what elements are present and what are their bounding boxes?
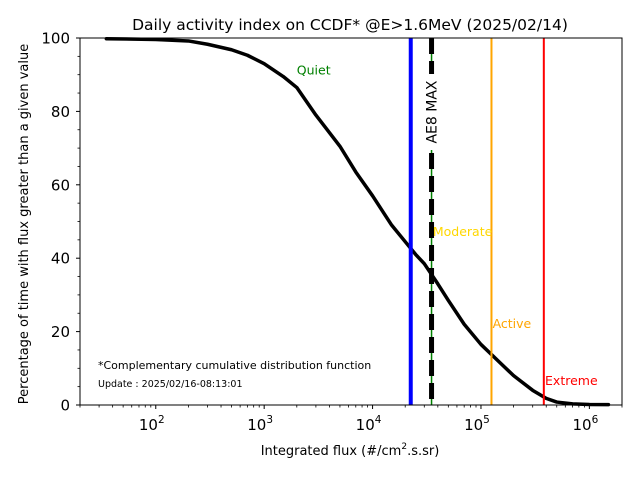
x-axis: 102 103 104 105 106 [79, 405, 623, 434]
footnote: *Complementary cumulative distribution f… [98, 359, 371, 372]
x-tick-label: 102 [139, 414, 165, 434]
ae8-max-label-bg [422, 74, 441, 150]
ae8-max-label: AE8 MAX [425, 80, 441, 143]
chart-title: Daily activity index on CCDF* @E>1.6MeV … [132, 16, 568, 34]
y-tick-label: 100 [41, 30, 70, 48]
annotation-moderate: Moderate [433, 224, 493, 239]
update-timestamp: Update : 2025/02/16-08:13:01 [98, 379, 243, 390]
x-tick-label: 104 [356, 414, 382, 434]
y-axis-label: Percentage of time with flux greater tha… [17, 44, 32, 404]
x-tick-label: 106 [572, 414, 598, 434]
plot-area: AE8 MAX Quiet Moderate Active Extreme [104, 36, 611, 407]
annotation-active: Active [493, 316, 532, 331]
x-axis-label: Integrated flux (#/cm2.s.sr) [261, 442, 440, 459]
y-tick-label: 80 [51, 103, 70, 121]
y-tick-label: 40 [51, 250, 70, 268]
y-tick-label: 20 [51, 323, 70, 341]
ccdf-curve [104, 36, 611, 407]
y-tick-label: 60 [51, 176, 70, 194]
y-tick-label: 0 [60, 397, 70, 415]
y-axis: 0 20 40 60 80 100 [41, 30, 80, 415]
annotation-quiet: Quiet [297, 63, 331, 78]
annotation-extreme: Extreme [545, 373, 598, 388]
x-tick-label: 105 [464, 414, 490, 434]
x-tick-label: 103 [247, 414, 273, 434]
